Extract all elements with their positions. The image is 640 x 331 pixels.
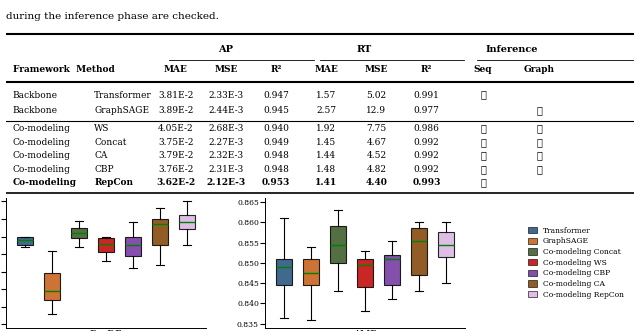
Text: 3.62E-2: 3.62E-2 (156, 178, 195, 187)
Text: 7.75: 7.75 (366, 124, 387, 133)
X-axis label: PepDB: PepDB (90, 330, 123, 331)
Text: RepCon: RepCon (94, 178, 133, 187)
Text: Co-modeling: Co-modeling (13, 151, 70, 160)
Text: ✓: ✓ (536, 124, 543, 133)
Text: 3.79E-2: 3.79E-2 (158, 151, 193, 160)
PathPatch shape (303, 259, 319, 285)
Text: MAE: MAE (164, 65, 188, 74)
PathPatch shape (98, 238, 114, 252)
Text: ✓: ✓ (480, 165, 486, 174)
PathPatch shape (356, 259, 373, 287)
Text: 0.940: 0.940 (263, 124, 289, 133)
Text: ✓: ✓ (480, 124, 486, 133)
Text: 0.948: 0.948 (263, 151, 289, 160)
Text: Co-modeling: Co-modeling (13, 124, 70, 133)
Text: 3.76E-2: 3.76E-2 (158, 165, 193, 174)
PathPatch shape (438, 232, 454, 257)
Text: ✓: ✓ (480, 138, 486, 147)
PathPatch shape (152, 219, 168, 245)
Text: 2.44E-3: 2.44E-3 (208, 106, 244, 115)
Text: Concat: Concat (94, 138, 127, 147)
Text: Seq: Seq (474, 65, 492, 74)
Text: 2.68E-3: 2.68E-3 (208, 124, 244, 133)
Text: CBP: CBP (94, 165, 114, 174)
Text: R²: R² (271, 65, 282, 74)
Text: 1.57: 1.57 (316, 91, 337, 100)
Text: 0.949: 0.949 (263, 138, 289, 147)
Text: Co-modeling: Co-modeling (13, 138, 70, 147)
Legend: Transformer, GraphSAGE, Co-modeling Concat, Co-modeling WS, Co-modeling CBP, Co-: Transformer, GraphSAGE, Co-modeling Conc… (528, 227, 624, 299)
Text: 2.57: 2.57 (316, 106, 337, 115)
Text: ✓: ✓ (480, 151, 486, 160)
Text: 4.82: 4.82 (367, 165, 387, 174)
Text: ✓: ✓ (536, 165, 543, 174)
Text: ✓: ✓ (480, 178, 486, 187)
Text: 3.75E-2: 3.75E-2 (158, 138, 193, 147)
Text: 0.945: 0.945 (263, 106, 289, 115)
Text: MSE: MSE (214, 65, 237, 74)
Text: 0.992: 0.992 (413, 151, 440, 160)
Text: 0.953: 0.953 (262, 178, 291, 187)
Text: GraphSAGE: GraphSAGE (94, 106, 149, 115)
Text: 0.992: 0.992 (413, 138, 440, 147)
Text: 2.32E-3: 2.32E-3 (209, 151, 243, 160)
Text: 1.48: 1.48 (316, 165, 337, 174)
Text: 2.12E-3: 2.12E-3 (206, 178, 246, 187)
Text: 2.33E-3: 2.33E-3 (209, 91, 243, 100)
PathPatch shape (384, 255, 400, 285)
Text: Transformer: Transformer (94, 91, 152, 100)
PathPatch shape (276, 259, 292, 285)
Text: Inference: Inference (485, 45, 538, 54)
Text: WS: WS (94, 124, 109, 133)
Text: 4.05E-2: 4.05E-2 (158, 124, 193, 133)
Text: Framework  Method: Framework Method (13, 65, 115, 74)
Text: 2.27E-3: 2.27E-3 (208, 138, 244, 147)
PathPatch shape (179, 215, 195, 229)
Text: 0.947: 0.947 (263, 91, 289, 100)
Text: 0.948: 0.948 (263, 165, 289, 174)
Text: 1.41: 1.41 (315, 178, 337, 187)
Text: 1.92: 1.92 (316, 124, 336, 133)
Text: CA: CA (94, 151, 108, 160)
Text: 0.992: 0.992 (413, 165, 440, 174)
PathPatch shape (71, 228, 87, 238)
Text: Backbone: Backbone (13, 91, 58, 100)
Text: Backbone: Backbone (13, 106, 58, 115)
Text: 4.40: 4.40 (365, 178, 387, 187)
Text: 1.45: 1.45 (316, 138, 337, 147)
PathPatch shape (44, 273, 60, 300)
PathPatch shape (411, 228, 427, 275)
PathPatch shape (125, 237, 141, 256)
Text: 3.81E-2: 3.81E-2 (158, 91, 193, 100)
Text: ✓: ✓ (536, 138, 543, 147)
Text: ✓: ✓ (536, 106, 543, 115)
Text: 2.31E-3: 2.31E-3 (208, 165, 244, 174)
Text: 3.89E-2: 3.89E-2 (158, 106, 193, 115)
Text: 4.52: 4.52 (366, 151, 387, 160)
Text: ✓: ✓ (480, 91, 486, 100)
Text: Co-modeling: Co-modeling (13, 165, 70, 174)
X-axis label: AMP: AMP (353, 330, 377, 331)
Text: Co-modeling: Co-modeling (13, 178, 77, 187)
Text: 0.991: 0.991 (413, 91, 440, 100)
Text: 1.44: 1.44 (316, 151, 337, 160)
Text: 4.67: 4.67 (366, 138, 387, 147)
Text: 0.993: 0.993 (412, 178, 441, 187)
Text: 0.986: 0.986 (413, 124, 440, 133)
Text: RT: RT (356, 45, 372, 54)
Text: 12.9: 12.9 (367, 106, 387, 115)
Text: AP: AP (218, 45, 234, 54)
Text: during the inference phase are checked.: during the inference phase are checked. (6, 12, 220, 21)
Text: 5.02: 5.02 (366, 91, 387, 100)
Text: MSE: MSE (365, 65, 388, 74)
Text: 0.977: 0.977 (413, 106, 440, 115)
Text: MAE: MAE (314, 65, 338, 74)
Text: ✓: ✓ (536, 151, 543, 160)
Text: Graph: Graph (524, 65, 555, 74)
PathPatch shape (17, 237, 33, 245)
PathPatch shape (330, 226, 346, 263)
Text: R²: R² (421, 65, 432, 74)
